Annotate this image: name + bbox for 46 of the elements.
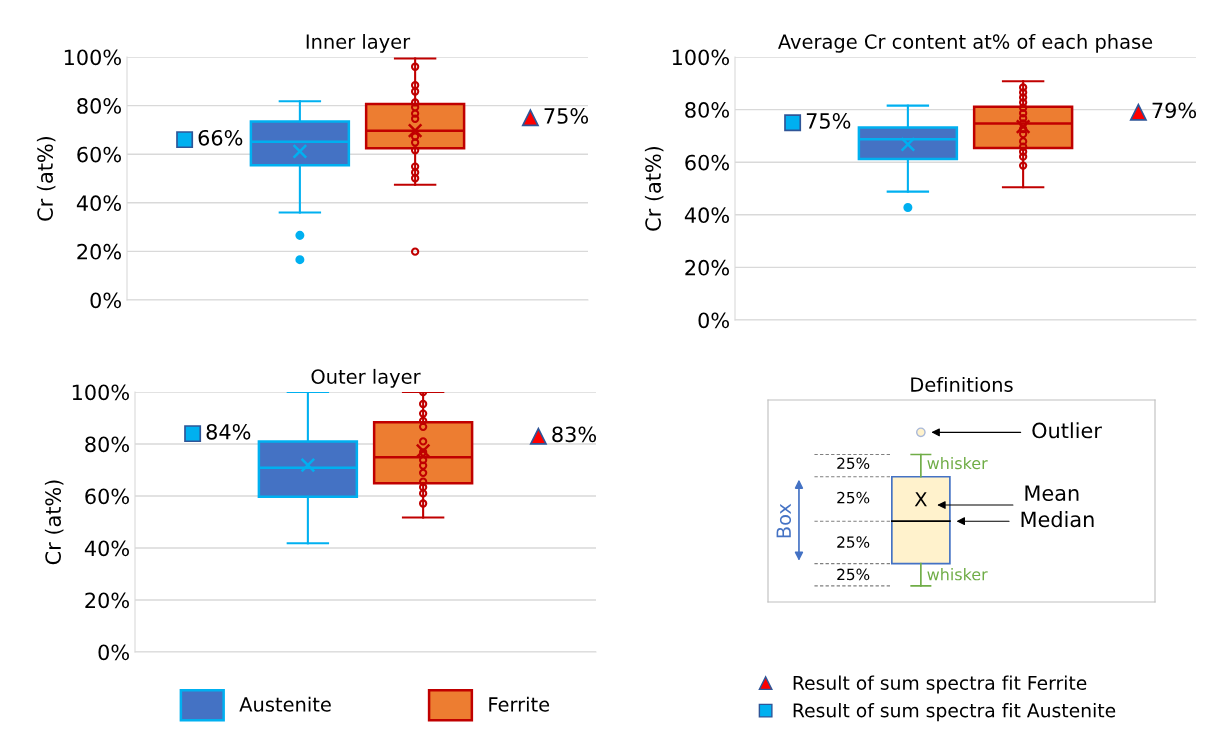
- y-tick-label: 100%: [64, 49, 121, 66]
- y-tick-label: 0%: [98, 644, 129, 661]
- data-label: 75%: [544, 108, 589, 124]
- y-tick-label: 100%: [72, 384, 129, 401]
- y-tick-label: 0%: [698, 312, 729, 329]
- y-tick-label: 20%: [685, 259, 729, 276]
- y-axis-title: Cr (at%): [644, 146, 664, 231]
- legend-label: Ferrite: [489, 696, 550, 712]
- text: 25%: [837, 536, 870, 548]
- data-label: 75%: [806, 113, 851, 129]
- y-tick-label: 40%: [684, 207, 729, 224]
- legend-label: Austenite: [239, 696, 331, 712]
- text: X: [914, 492, 927, 507]
- text: Box: [776, 503, 792, 538]
- legend-label: Result of sum spectra fit Austenite: [793, 702, 1116, 722]
- data-label: 79%: [1152, 102, 1197, 119]
- text: 25%: [837, 457, 870, 470]
- y-axis-title: Cr (at%): [44, 480, 64, 565]
- y-tick-label: 20%: [77, 243, 121, 260]
- legend-label: Result of sum spectra fit Ferrite: [793, 675, 1087, 694]
- chart-title: Inner layer: [306, 33, 411, 53]
- text: Median: [1021, 511, 1094, 528]
- y-tick-label: 40%: [76, 195, 121, 212]
- y-tick-label: 80%: [77, 98, 121, 114]
- y-tick-label: 100%: [672, 49, 729, 66]
- y-tick-label: 80%: [85, 436, 129, 453]
- y-tick-label: 60%: [85, 488, 129, 505]
- text: Mean: [1025, 485, 1079, 501]
- data-label: 83%: [552, 426, 597, 443]
- text: 25%: [837, 568, 870, 581]
- data-label: 84%: [206, 423, 251, 440]
- text: whisker: [927, 568, 988, 581]
- text: Definitions: [911, 376, 1013, 392]
- chart-title: Outer layer: [311, 368, 421, 388]
- y-tick-label: 80%: [685, 102, 729, 118]
- y-tick-label: 40%: [84, 540, 129, 557]
- y-axis-title: Cr (at%): [36, 136, 56, 221]
- data-label: 66%: [198, 129, 243, 146]
- chart-title: Average Cr content at% of each phase: [778, 33, 1153, 53]
- y-tick-label: 60%: [685, 154, 729, 171]
- y-tick-label: 20%: [85, 592, 129, 609]
- y-tick-label: 60%: [77, 146, 121, 163]
- text: whisker: [927, 456, 988, 470]
- y-tick-label: 0%: [90, 292, 121, 309]
- text: Outlier: [1032, 422, 1102, 439]
- text: 25%: [837, 491, 870, 504]
